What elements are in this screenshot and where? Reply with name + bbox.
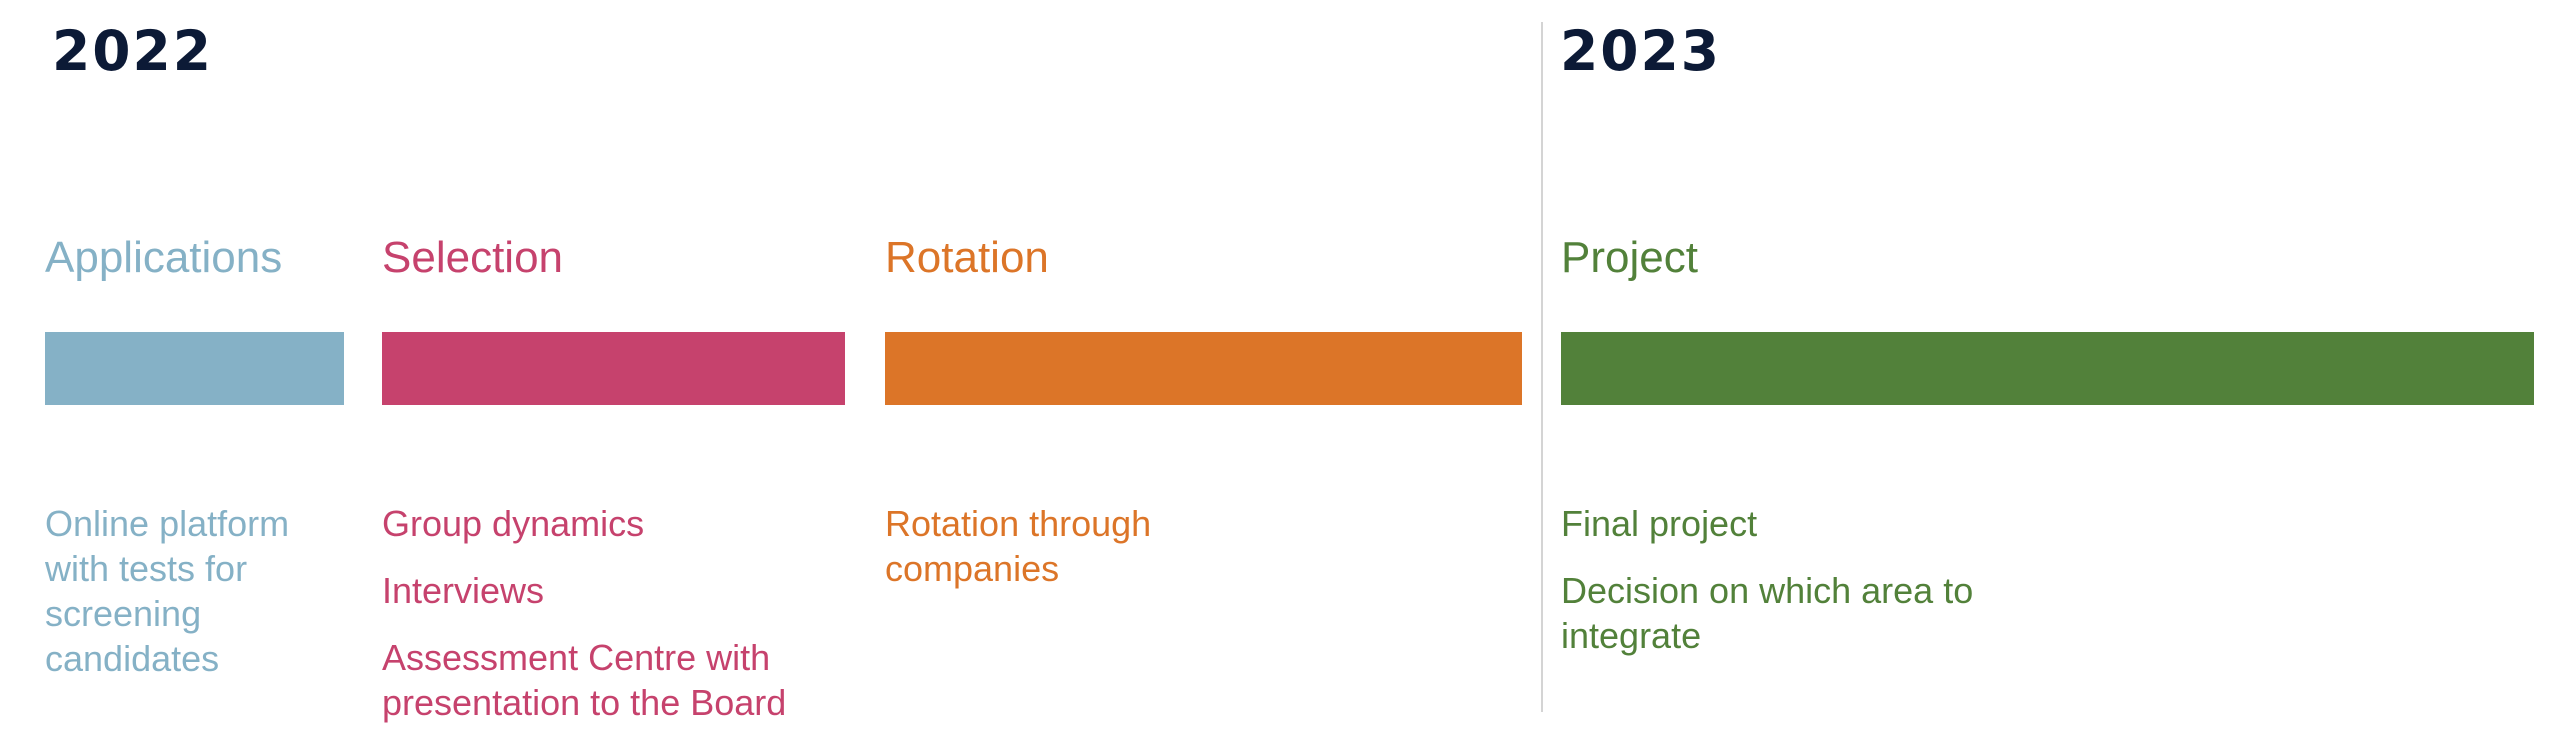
- phase-rotation: Rotation Rotation through companies: [885, 233, 1522, 589]
- phase-project-item: Decision on which area to integrate: [1561, 568, 2161, 658]
- phase-selection-item: Group dynamics: [382, 501, 982, 546]
- phase-project: Project Final project Decision on which a…: [1561, 233, 2534, 656]
- phase-item-line: companies: [885, 548, 1060, 589]
- phase-selection-item: Assessment Centre with presentation to th…: [382, 635, 982, 725]
- year-divider: [1541, 22, 1543, 712]
- phase-item-line: Online platform: [45, 503, 290, 544]
- phase-applications-bar: [45, 332, 344, 405]
- phase-item-line: candidates: [45, 638, 220, 679]
- phase-item-line: with tests for: [45, 548, 248, 589]
- phase-item-line: Decision on which area to: [1561, 570, 1974, 611]
- phase-applications: Applications Online platform with tests f…: [45, 233, 344, 679]
- phase-selection: Selection Group dynamics Interviews Assess…: [382, 233, 845, 723]
- year-2022-label: 2022: [52, 19, 214, 83]
- phase-item-line: Assessment Centre with: [382, 637, 771, 678]
- phase-selection-title: Selection: [382, 233, 564, 282]
- phase-applications-title: Applications: [45, 233, 283, 282]
- phase-applications-items: Online platform with tests for screening ca…: [45, 501, 645, 703]
- phase-project-item: Final project: [1561, 501, 2161, 546]
- phase-selection-bar: [382, 332, 845, 405]
- year-2023-label: 2023: [1560, 19, 1722, 83]
- phase-applications-item: Online platform with tests for screening ca…: [45, 501, 645, 681]
- phase-item-line: Rotation through: [885, 503, 1152, 544]
- phase-rotation-title: Rotation: [885, 233, 1049, 282]
- phase-rotation-item: Rotation through companies: [885, 501, 1485, 591]
- phase-item-line: screening: [45, 593, 202, 634]
- phase-item-line: Interviews: [382, 570, 545, 611]
- phase-selection-item: Interviews: [382, 568, 982, 613]
- phase-project-bar: [1561, 332, 2534, 405]
- phase-item-line: Final project: [1561, 503, 1758, 544]
- phase-project-items: Final project Decision on which area to in…: [1561, 501, 2161, 680]
- phase-project-title: Project: [1561, 233, 1698, 282]
- phase-item-line: presentation to the Board: [382, 682, 787, 723]
- phase-selection-items: Group dynamics Interviews Assessment Centr…: [382, 501, 982, 747]
- phase-rotation-items: Rotation through companies: [885, 501, 1485, 613]
- phase-rotation-bar: [885, 332, 1522, 405]
- phase-item-line: Group dynamics: [382, 503, 645, 544]
- phase-item-line: integrate: [1561, 615, 1702, 656]
